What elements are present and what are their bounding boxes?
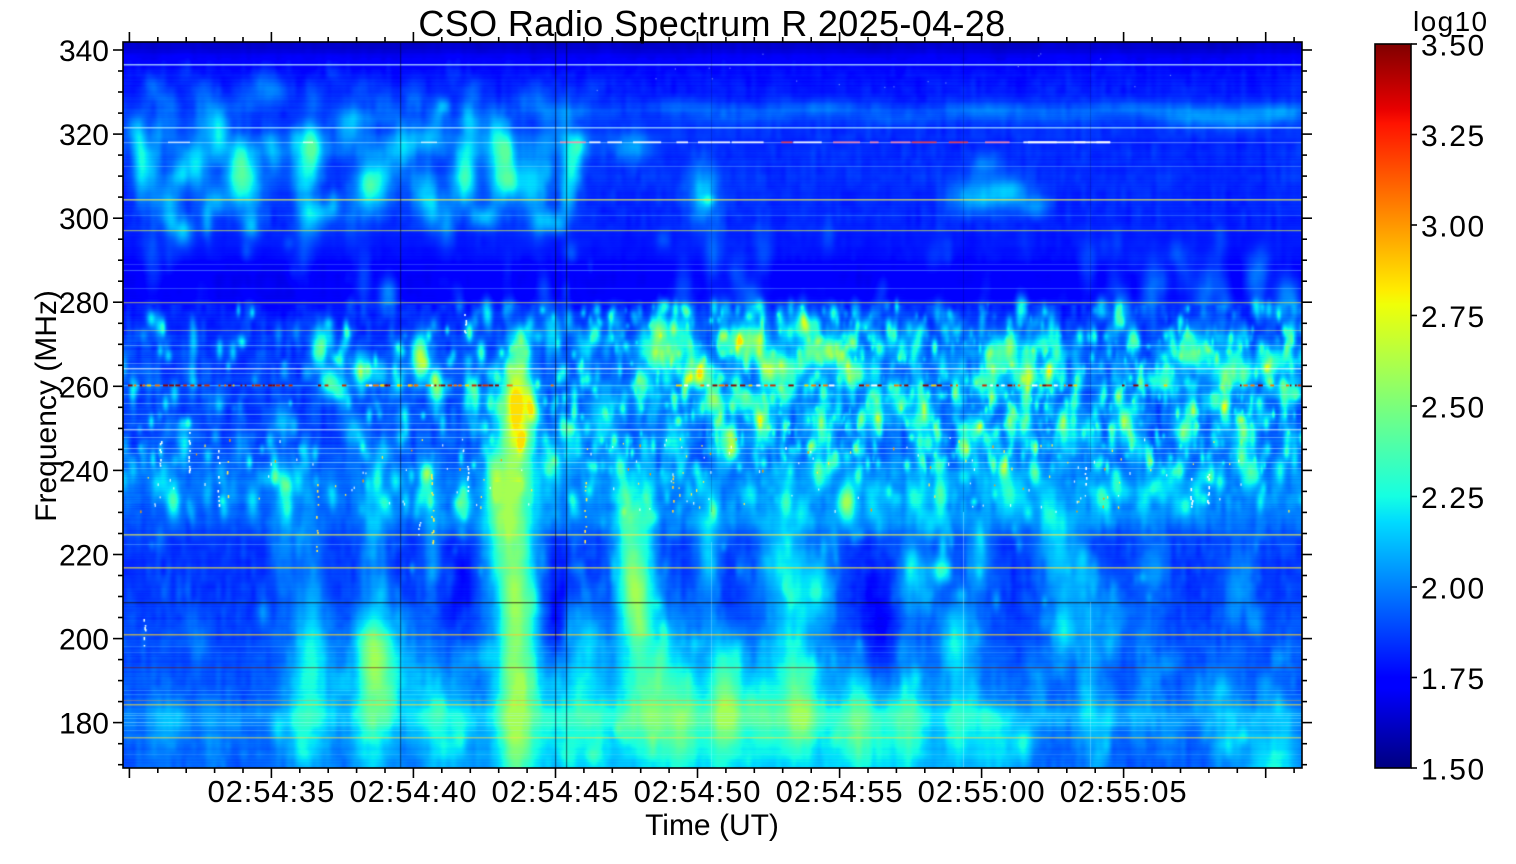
svg-text:320: 320 xyxy=(59,119,109,152)
svg-text:220: 220 xyxy=(59,539,109,572)
svg-text:2.25: 2.25 xyxy=(1421,482,1486,515)
svg-text:02:54:55: 02:54:55 xyxy=(776,774,904,809)
svg-text:02:55:00: 02:55:00 xyxy=(918,774,1046,809)
svg-text:3.50: 3.50 xyxy=(1421,30,1486,63)
svg-text:240: 240 xyxy=(59,455,109,488)
svg-text:260: 260 xyxy=(59,371,109,404)
svg-text:300: 300 xyxy=(59,203,109,236)
svg-text:3.00: 3.00 xyxy=(1421,211,1486,244)
svg-text:02:54:45: 02:54:45 xyxy=(492,774,620,809)
svg-text:1.50: 1.50 xyxy=(1421,754,1486,787)
svg-text:2.50: 2.50 xyxy=(1421,392,1486,425)
svg-text:02:54:35: 02:54:35 xyxy=(207,774,335,809)
svg-text:340: 340 xyxy=(59,35,109,68)
svg-text:02:55:05: 02:55:05 xyxy=(1060,774,1188,809)
svg-text:200: 200 xyxy=(59,624,109,657)
svg-text:2.75: 2.75 xyxy=(1421,301,1486,334)
svg-text:2.00: 2.00 xyxy=(1421,573,1486,606)
svg-text:1.75: 1.75 xyxy=(1421,663,1486,696)
svg-text:CSO Radio Spectrum R 2025-04-2: CSO Radio Spectrum R 2025-04-28 xyxy=(418,3,1005,44)
svg-text:Time (UT): Time (UT) xyxy=(645,809,779,842)
svg-text:02:54:50: 02:54:50 xyxy=(634,774,762,809)
svg-text:280: 280 xyxy=(59,287,109,320)
svg-text:Frequency (MHz): Frequency (MHz) xyxy=(30,290,63,522)
svg-text:log10: log10 xyxy=(1413,6,1489,37)
svg-text:3.25: 3.25 xyxy=(1421,120,1486,153)
svg-text:180: 180 xyxy=(59,708,109,741)
svg-text:02:54:40: 02:54:40 xyxy=(350,774,478,809)
